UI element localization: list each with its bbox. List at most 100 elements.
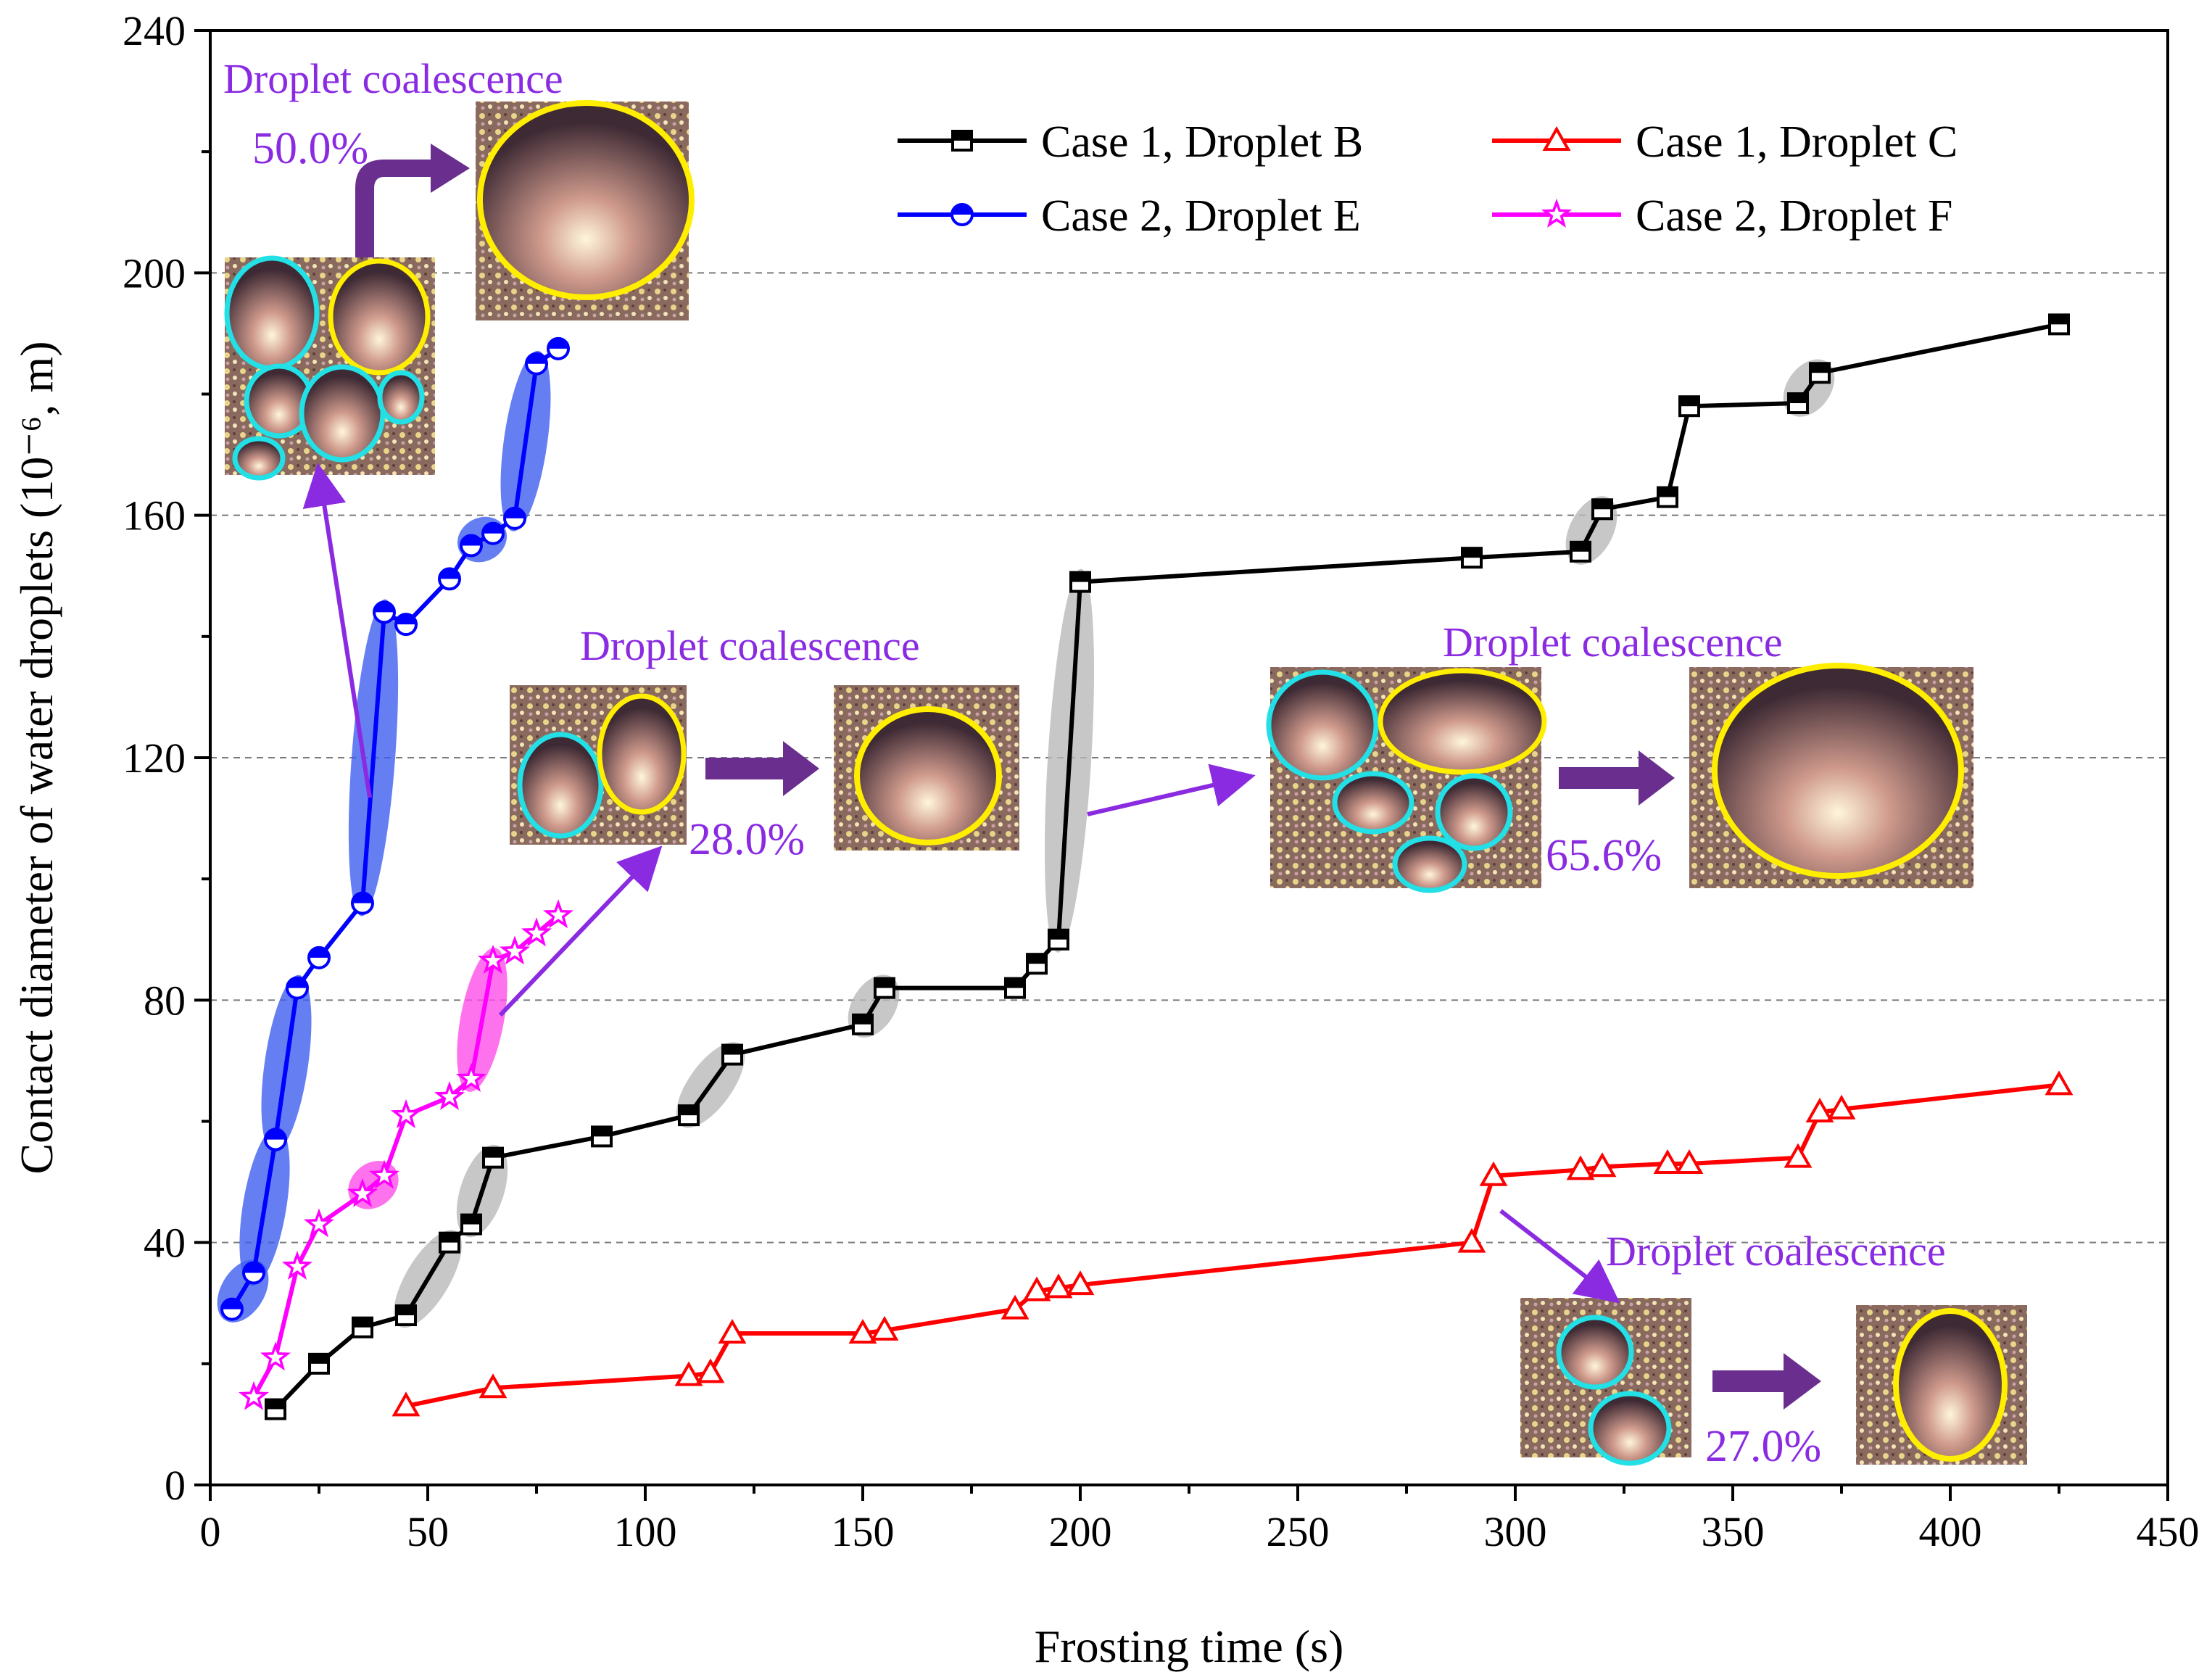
point-b-8-fill [679,1106,698,1116]
point-b-16 [1461,547,1483,569]
point-b-8 [678,1104,700,1127]
point-c-15-tri [1653,1149,1682,1175]
pointer-arrow-3 [1087,764,1256,816]
point-e-11-fill [505,508,525,518]
point-c-1 [479,1373,508,1399]
x-tick-label-200: 200 [1049,1508,1112,1555]
x-tick-label-400: 400 [1919,1508,1982,1555]
droplet-before-3a [1266,669,1379,781]
point-b-9 [721,1043,743,1066]
point-c-13 [1566,1155,1595,1180]
point-b-6-fill [484,1148,502,1158]
pointer-arrow-2 [498,845,663,1017]
point-b-10 [852,1013,874,1035]
point-b-19-fill [1658,487,1677,497]
x-tick-label-100: 100 [614,1508,677,1555]
point-f-10-star [499,935,531,965]
point-c-16-tri [1675,1149,1704,1175]
legend-symbol-b-fill [953,131,972,141]
point-f-0 [238,1381,270,1410]
point-b-17-fill [1571,542,1590,552]
legend-marker-c [1542,125,1571,151]
point-c-0 [392,1391,421,1417]
point-b-19 [1657,486,1678,508]
point-e-9-fill [461,535,481,546]
data-series [220,313,2074,1420]
point-b-14-fill [1049,930,1068,940]
droplet-before-2a [517,732,604,839]
point-b-22-fill [1810,363,1829,373]
point-c-17-tri [1784,1143,1813,1168]
point-e-3-fill [287,977,307,988]
point-c-19-tri [1827,1094,1856,1120]
point-c-9-tri [1044,1273,1073,1299]
point-f-6 [390,1098,422,1129]
droplet-after-2 [854,706,1002,845]
point-e-4-fill [309,947,329,958]
legend-marker-f [1541,198,1573,228]
point-c-20 [2045,1070,2074,1096]
series-b [265,313,2070,1420]
point-c-11-tri [1457,1228,1486,1253]
point-c-6-tri [870,1315,899,1341]
inset-group-3: Droplet coalescence 65.6% [1266,618,1973,893]
point-b-18-fill [1593,500,1612,510]
droplet-before-1d [299,364,386,463]
y-tick-label-40: 40 [144,1220,186,1267]
point-b-2 [352,1316,373,1338]
x-tick-label-150: 150 [832,1508,895,1555]
point-e-6-fill [374,602,394,613]
legend-symbol-e-fill [952,204,972,215]
point-c-11 [1457,1228,1486,1253]
point-f-7 [434,1080,465,1110]
droplet-before-2b [597,693,687,815]
droplet-before-1b [328,258,431,376]
point-e-7 [394,613,418,637]
point-b-10-fill [853,1014,872,1025]
point-b-1 [308,1352,330,1375]
point-f-1 [260,1341,291,1371]
x-tick-label-50: 50 [407,1508,449,1555]
legend-symbol-e [950,203,974,226]
point-e-1-fill [244,1262,264,1273]
droplet-before-1a [224,255,320,371]
point-c-13-tri [1566,1155,1595,1180]
point-b-22 [1809,362,1831,384]
point-f-4 [347,1178,378,1207]
series-c [392,1070,2074,1417]
axes: 0 50 100 150 200 250 300 350 400 450 0 40 80 120 160 20… [123,7,2200,1555]
point-b-12 [1004,977,1026,999]
point-c-2 [674,1361,703,1386]
y-tick-label-160: 160 [123,492,186,539]
annotation-title-4: Droplet coalescence [1606,1228,1946,1275]
point-e-10-fill [483,523,503,534]
droplet-before-4b [1588,1391,1672,1466]
point-c-5-tri [848,1319,877,1344]
point-e-13 [547,336,570,360]
point-c-4 [718,1319,747,1344]
point-f-3 [303,1208,335,1238]
point-b-13-fill [1027,954,1046,964]
x-tick-label-300: 300 [1484,1508,1547,1555]
x-tick-label-250: 250 [1267,1508,1330,1555]
point-f-12-star [542,899,574,929]
coalescence-insets: Droplet coalescence 50.0% Droplet coales… [223,55,2027,1471]
block-arrow-2 [705,741,819,796]
point-c-14 [1588,1152,1617,1178]
point-c-3-tri [696,1358,725,1383]
point-b-17 [1570,540,1591,563]
droplet-after-1 [477,100,695,300]
droplet-before-3b [1378,668,1547,775]
point-c-10 [1066,1270,1095,1296]
point-b-1-fill [310,1354,328,1364]
legend-symbol-f-star [1541,198,1573,228]
point-e-6 [373,600,396,624]
point-f-5 [368,1159,400,1189]
y-tick-label-0: 0 [165,1462,186,1509]
point-b-7-fill [592,1127,611,1137]
x-tick-label-350: 350 [1702,1508,1765,1555]
annotation-percent-2: 28.0% [689,815,805,864]
legend-marker-b [951,130,973,152]
point-c-7 [1001,1294,1030,1320]
